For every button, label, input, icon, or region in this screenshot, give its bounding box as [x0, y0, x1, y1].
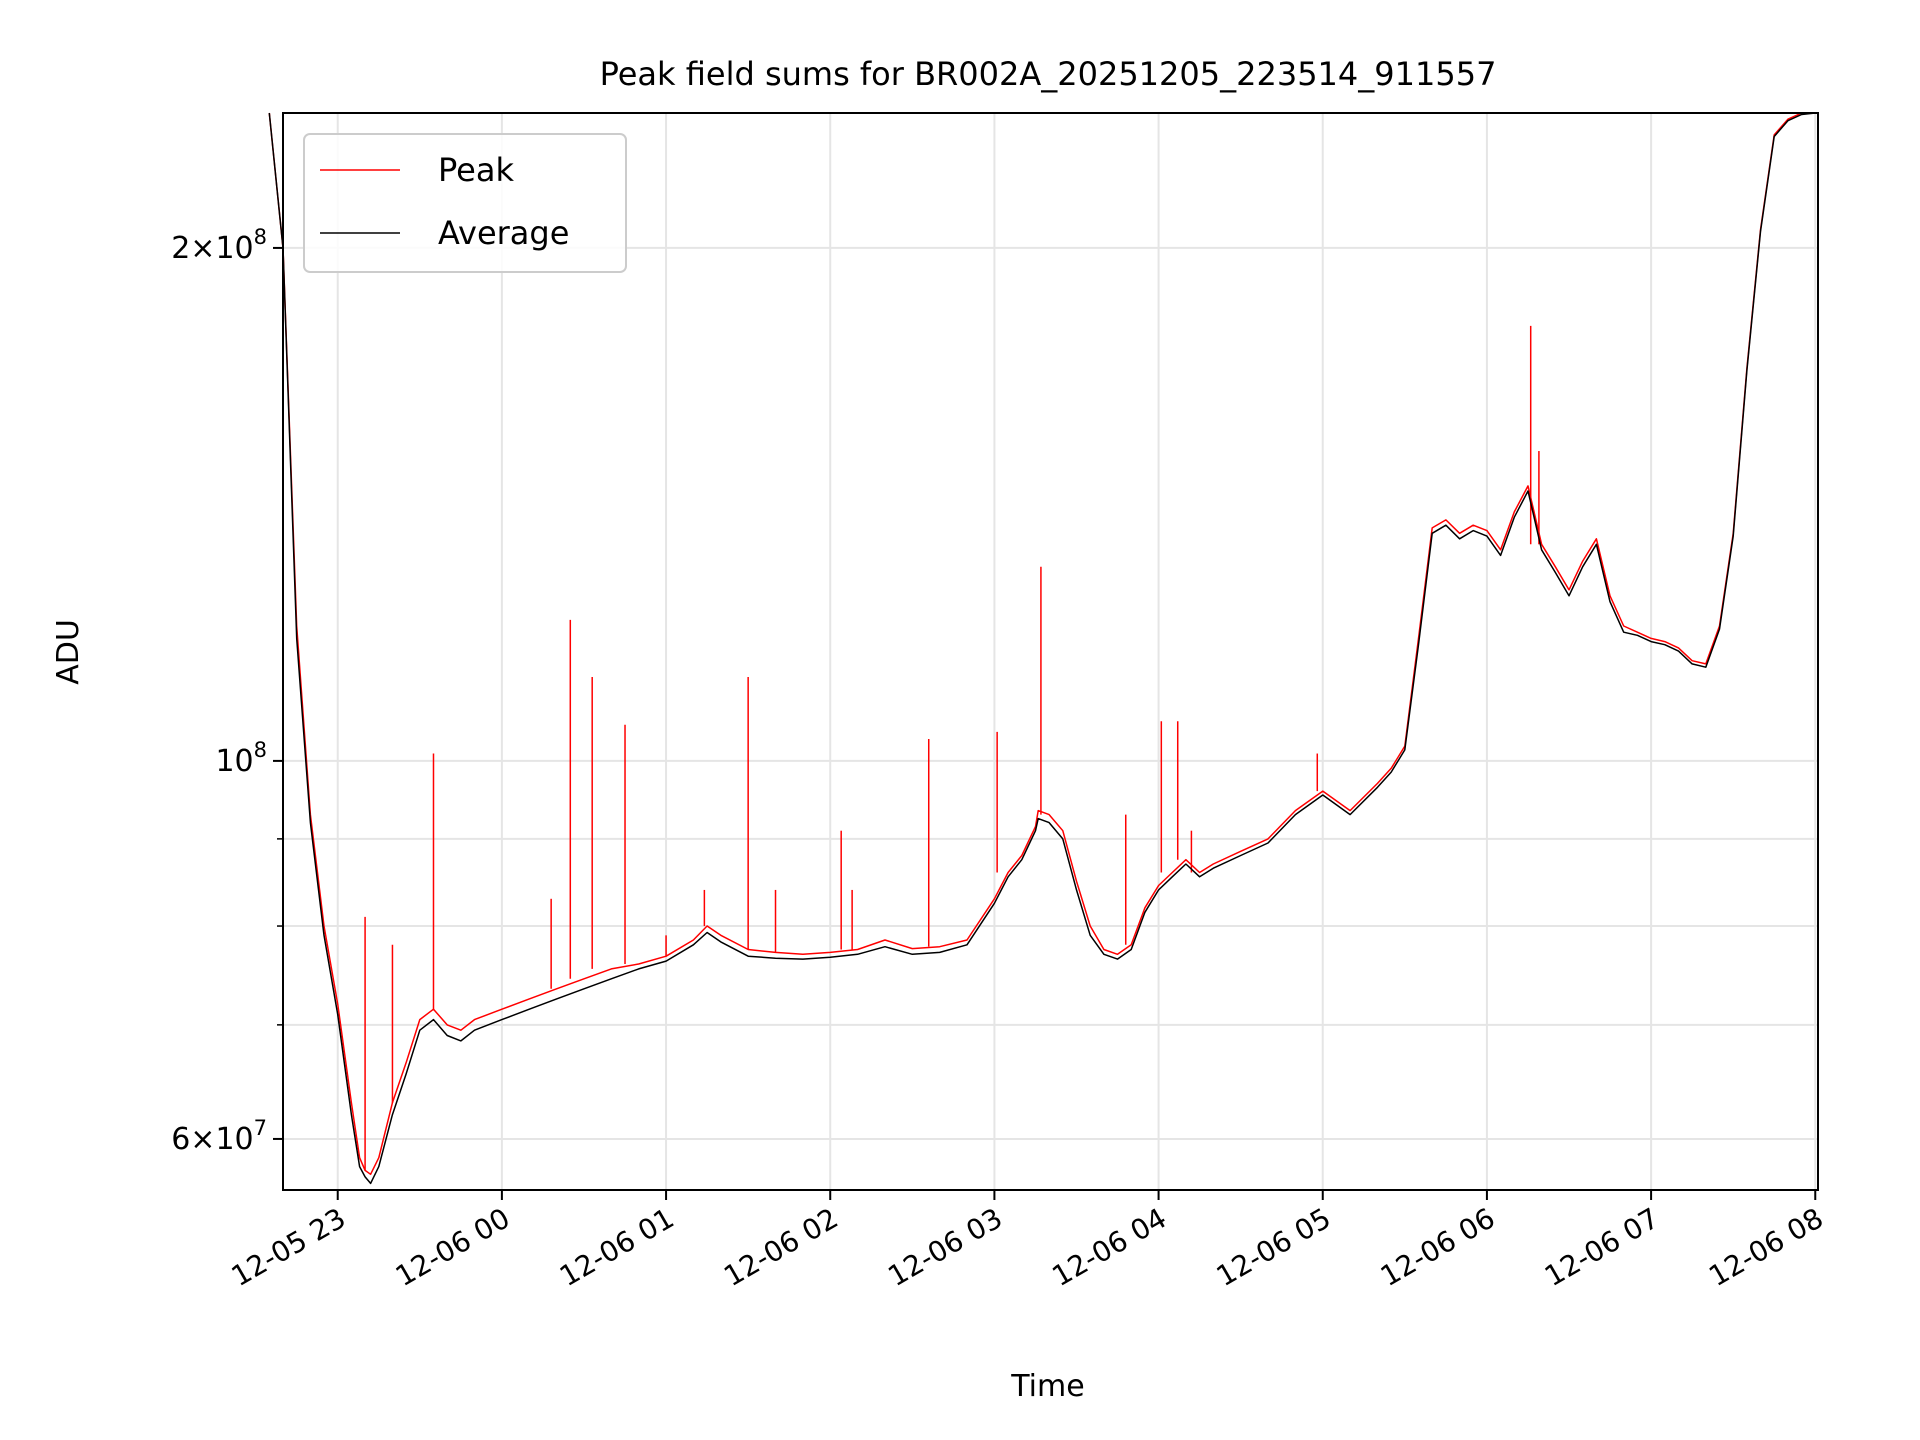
y-tick-label: 2×108	[171, 225, 267, 266]
legend-average-label: Average	[438, 214, 569, 252]
legend-box	[303, 133, 627, 273]
chart-title: Peak field sums for BR002A_20251205_2235…	[600, 55, 1497, 93]
legend-peak-label: Peak	[438, 151, 514, 189]
series-line-peak	[268, 112, 1816, 1176]
y-axis-label: ADU	[51, 619, 86, 685]
series-line-average	[268, 112, 1816, 1185]
legend: Peak Average	[303, 133, 627, 273]
y-tick-label: 6×107	[171, 1116, 267, 1157]
axes-frame	[282, 112, 1819, 1191]
x-axis-label: Time	[1010, 1369, 1084, 1404]
